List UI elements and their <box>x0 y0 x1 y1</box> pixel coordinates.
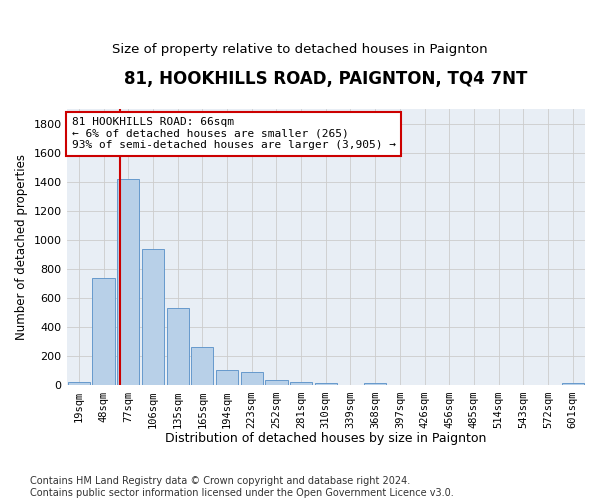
Bar <box>265 380 287 386</box>
Bar <box>562 383 584 386</box>
Bar <box>364 383 386 386</box>
Bar <box>216 370 238 386</box>
X-axis label: Distribution of detached houses by size in Paignton: Distribution of detached houses by size … <box>165 432 487 445</box>
Text: 81 HOOKHILLS ROAD: 66sqm
← 6% of detached houses are smaller (265)
93% of semi-d: 81 HOOKHILLS ROAD: 66sqm ← 6% of detache… <box>72 118 396 150</box>
Bar <box>241 372 263 386</box>
Bar <box>117 179 139 386</box>
Bar <box>142 248 164 386</box>
Text: Size of property relative to detached houses in Paignton: Size of property relative to detached ho… <box>112 42 488 56</box>
Bar <box>191 347 214 386</box>
Y-axis label: Number of detached properties: Number of detached properties <box>15 154 28 340</box>
Bar <box>92 278 115 386</box>
Title: 81, HOOKHILLS ROAD, PAIGNTON, TQ4 7NT: 81, HOOKHILLS ROAD, PAIGNTON, TQ4 7NT <box>124 70 527 88</box>
Bar <box>290 382 312 386</box>
Text: Contains HM Land Registry data © Crown copyright and database right 2024.
Contai: Contains HM Land Registry data © Crown c… <box>30 476 454 498</box>
Bar <box>68 382 90 386</box>
Bar <box>167 308 189 386</box>
Bar <box>314 384 337 386</box>
